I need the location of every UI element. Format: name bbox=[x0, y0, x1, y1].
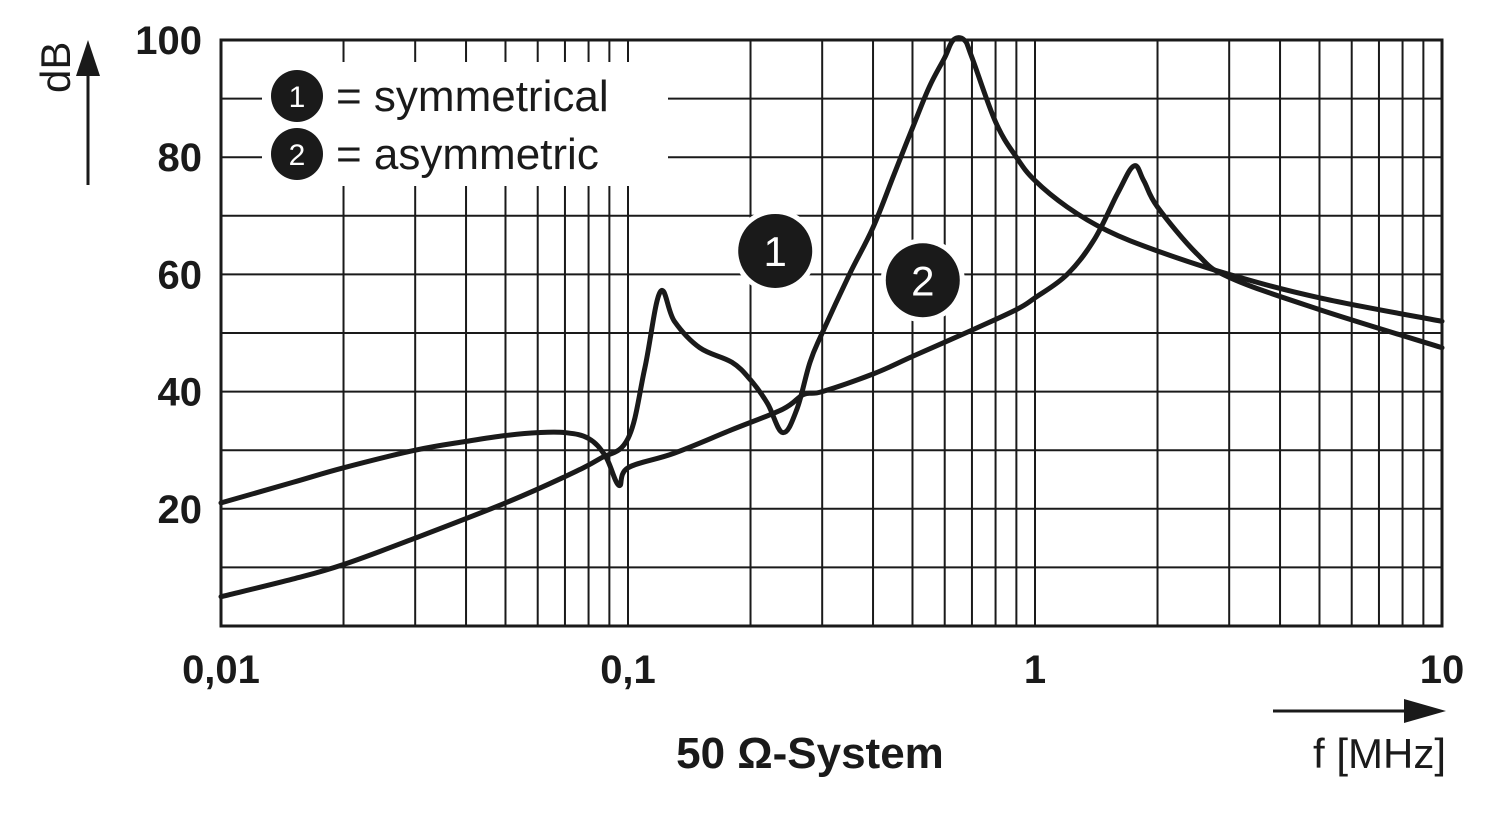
y-tick-labels: 20 40 60 80 100 bbox=[135, 19, 202, 532]
curve-annotations: 12 bbox=[733, 208, 965, 323]
annotation-number: 2 bbox=[911, 257, 934, 304]
y-tick-label: 20 bbox=[158, 488, 203, 532]
y-axis-label-group: dB bbox=[32, 40, 100, 185]
y-axis-arrow-head-icon bbox=[76, 40, 100, 76]
chart-title: 50 Ω-System bbox=[676, 729, 944, 778]
legend-marker-badge bbox=[271, 70, 323, 122]
x-tick-label: 0,1 bbox=[600, 648, 656, 692]
legend-background bbox=[262, 62, 668, 186]
y-tick-label: 60 bbox=[158, 253, 203, 297]
y-tick-label: 40 bbox=[158, 371, 203, 415]
legend-marker-number: 1 bbox=[289, 81, 306, 114]
x-axis-label-group: f [MHz] bbox=[1273, 699, 1446, 777]
x-tick-label: 1 bbox=[1024, 648, 1046, 692]
y-tick-label: 100 bbox=[135, 19, 202, 63]
x-tick-label: 0,01 bbox=[182, 648, 260, 692]
legend-entry-text: = asymmetric bbox=[336, 130, 599, 179]
plot-frame bbox=[219, 38, 1444, 628]
x-tick-labels: 0,01 0,1 1 10 bbox=[182, 648, 1464, 692]
legend-marker-number: 2 bbox=[289, 139, 306, 172]
annotation-badge bbox=[885, 243, 960, 318]
legend-marker-badge bbox=[271, 128, 323, 180]
legend: 1 = symmetrical 2 = asymmetric bbox=[262, 62, 668, 186]
curves-layer bbox=[218, 35, 1445, 600]
curve-series-2 bbox=[218, 163, 1445, 506]
x-axis-label: f [MHz] bbox=[1313, 730, 1446, 777]
x-tick-label: 10 bbox=[1420, 648, 1465, 692]
y-tick-label: 80 bbox=[158, 136, 203, 180]
curve-series-1 bbox=[218, 35, 1445, 600]
y-axis-label: dB bbox=[32, 42, 79, 93]
x-axis-arrow-head-icon bbox=[1404, 699, 1446, 723]
annotation-badge bbox=[738, 213, 813, 288]
legend-entry-text: = symmetrical bbox=[336, 72, 609, 121]
annotation-number: 1 bbox=[764, 228, 787, 275]
